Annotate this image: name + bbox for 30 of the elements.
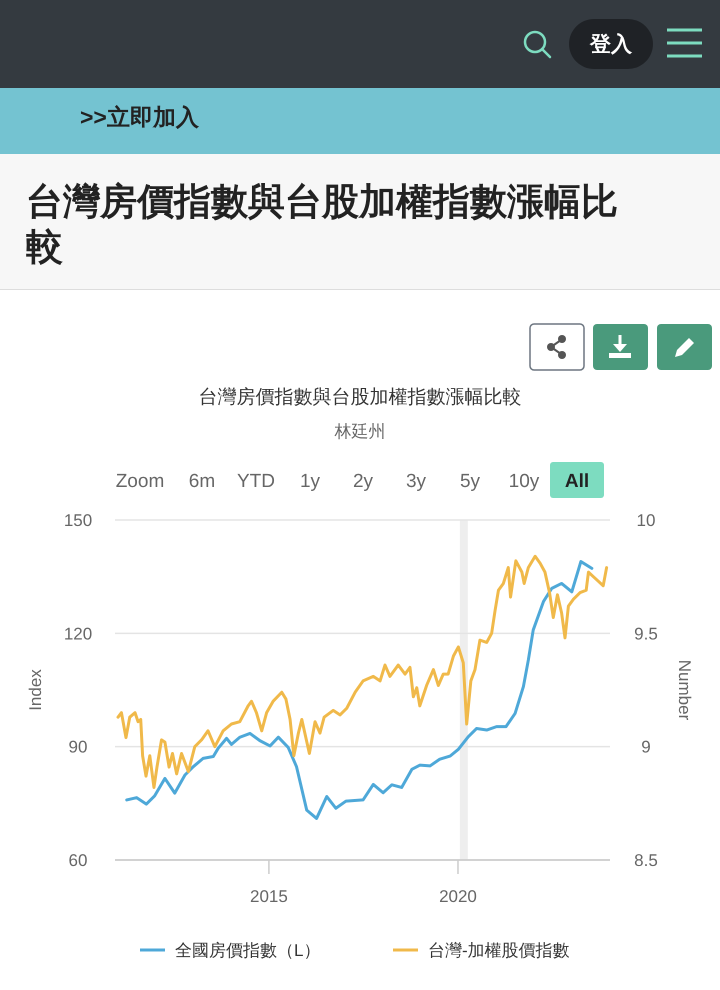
legend-label: 台灣-加權股價指數 xyxy=(428,941,570,960)
text: 1y xyxy=(300,471,321,492)
legend-label: 全國房價指數（L） xyxy=(175,941,320,960)
x-tick-label: 2015 xyxy=(250,887,288,906)
y2-tick-label: 8.5 xyxy=(634,851,658,870)
text: All xyxy=(564,471,590,492)
text: 6m xyxy=(188,471,216,492)
y2-tick-label: 10 xyxy=(636,511,656,530)
y-tick-label: 60 xyxy=(68,851,88,870)
y-axis-title: Index xyxy=(26,668,45,711)
y2-tick-label: 9.5 xyxy=(634,624,658,644)
x-tick-label: 2020 xyxy=(439,887,477,906)
line-series xyxy=(116,554,608,789)
y-tick-label: 150 xyxy=(64,511,92,530)
y-tick-label: 90 xyxy=(68,738,88,757)
text: 登入 xyxy=(589,33,633,56)
text: YTD xyxy=(237,471,275,492)
y-tick-label: 120 xyxy=(64,624,92,644)
y2-axis-title: Number xyxy=(675,660,694,721)
text: Zoom xyxy=(116,471,164,492)
line-series xyxy=(125,560,594,820)
text: >>立即加入 xyxy=(80,104,200,130)
y2-tick-label: 9 xyxy=(641,738,651,757)
text: 3y xyxy=(406,471,427,492)
text: 2y xyxy=(352,471,374,492)
text: 10y xyxy=(508,471,540,492)
chart-title: 台灣房價指數與台股加權指數漲幅比較 xyxy=(198,386,522,408)
text: 5y xyxy=(460,471,481,492)
chart-subtitle: 林廷州 xyxy=(334,422,386,441)
text: 台灣房價指數與台股加權指數漲幅比較 xyxy=(26,181,618,267)
